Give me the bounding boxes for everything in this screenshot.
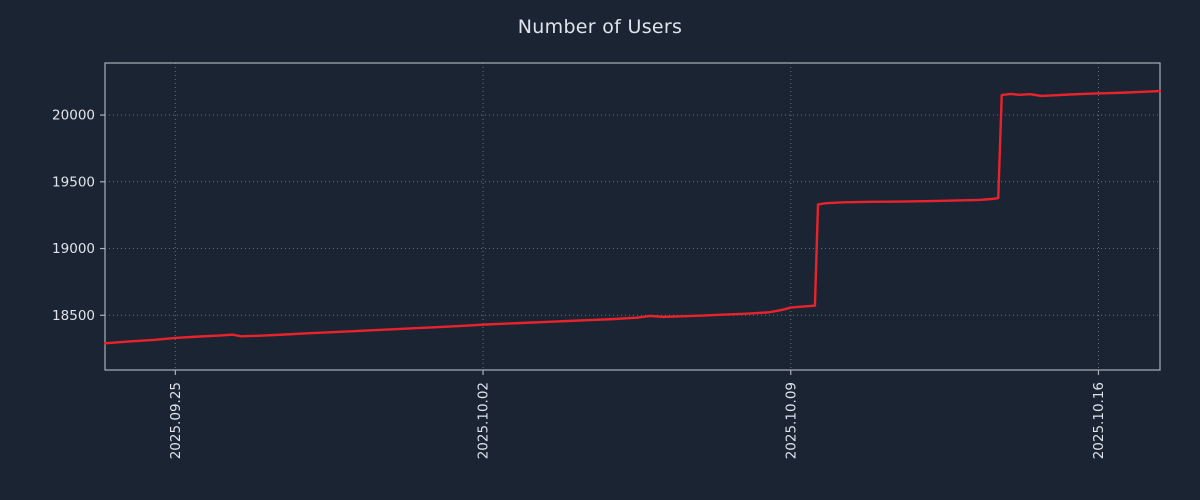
users-series-line — [103, 89, 1162, 345]
y-tick-label: 20000 — [52, 108, 95, 124]
y-tick-label: 19500 — [52, 174, 95, 190]
x-tick-label: 2025.10.16 — [1091, 382, 1107, 459]
x-tick-label: 2025.10.09 — [783, 382, 799, 459]
x-tick-label: 2025.10.02 — [476, 382, 492, 459]
y-tick-label: 18500 — [52, 308, 95, 324]
x-tick-label: 2025.09.25 — [168, 382, 184, 459]
chart-title: Number of Users — [517, 16, 683, 38]
y-tick-label: 19000 — [52, 241, 95, 257]
plot-border — [104, 62, 1161, 371]
